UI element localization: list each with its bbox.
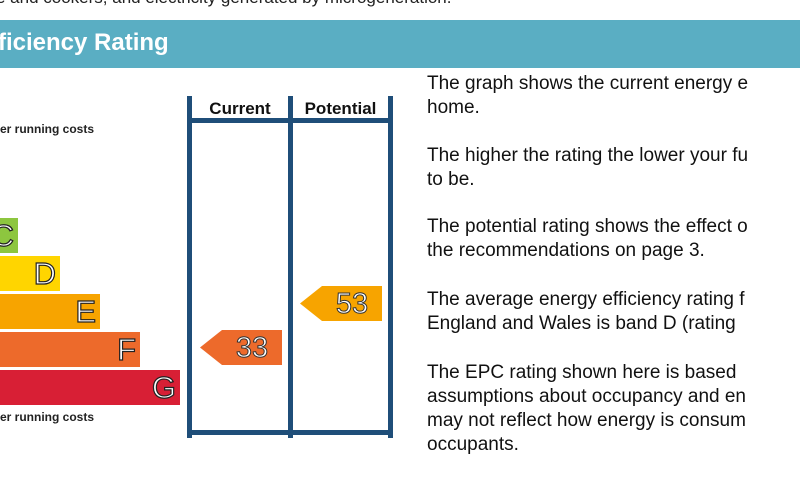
band-c-bar: C	[0, 217, 18, 254]
potential-rating-value: 53	[335, 288, 369, 321]
text-line: The average energy efficiency rating f	[427, 289, 745, 310]
text-line: England and Wales is band D (rating	[427, 313, 736, 334]
text-line: The potential rating shows the effect o	[427, 216, 748, 237]
section-title: ficiency Rating	[0, 29, 169, 56]
section-header: ficiency Rating	[0, 20, 800, 68]
paragraph-higher-rating: The higher the rating the lower your fu …	[427, 144, 748, 192]
text-line: the recommendations on page 3.	[427, 240, 705, 261]
band-c-letter: C	[0, 217, 15, 253]
bottom-caption: er running costs	[0, 410, 95, 424]
band-e-bar: E	[0, 293, 100, 330]
header-rule	[187, 118, 393, 123]
divider-right	[388, 96, 393, 438]
band-f-bar: F	[0, 331, 140, 368]
divider-middle	[288, 96, 293, 438]
explanation-text: The graph shows the current energy e hom…	[427, 68, 800, 480]
band-g-bar: G	[0, 369, 180, 406]
paragraph-graph: The graph shows the current energy e hom…	[427, 72, 748, 120]
current-rating-arrow: 33	[200, 330, 282, 365]
bottom-rule	[187, 430, 393, 435]
text-line: The graph shows the current energy e	[427, 73, 749, 94]
current-rating-value: 33	[235, 332, 269, 365]
potential-column-header: Potential	[304, 99, 377, 118]
text-line: may not reflect how energy is consum	[427, 410, 746, 431]
text-line: assumptions about occupancy and en	[427, 386, 746, 407]
text-line: occupants.	[427, 434, 519, 455]
paragraph-potential: The potential rating shows the effect o …	[427, 215, 748, 263]
energy-rating-chart: er running costs Current Potential C D E…	[0, 68, 430, 480]
band-g-letter: G	[151, 369, 176, 405]
top-text-fragment: e and cookers, and electricity generated…	[0, 0, 451, 8]
band-e-letter: E	[75, 293, 97, 329]
paragraph-epc-basis: The EPC rating shown here is based assum…	[427, 361, 746, 457]
band-d-letter: D	[33, 255, 57, 291]
top-caption: er running costs	[0, 122, 95, 136]
text-line: The EPC rating shown here is based	[427, 362, 737, 383]
potential-rating-arrow: 53	[300, 286, 382, 321]
current-column-header: Current	[209, 99, 271, 118]
band-f-letter: F	[116, 331, 136, 367]
divider-left	[187, 96, 192, 438]
paragraph-average: The average energy efficiency rating f E…	[427, 288, 745, 336]
text-line: to be.	[427, 169, 475, 190]
band-d-bar: D	[0, 255, 60, 292]
text-line: The higher the rating the lower your fu	[427, 145, 749, 166]
text-line: home.	[427, 97, 480, 118]
